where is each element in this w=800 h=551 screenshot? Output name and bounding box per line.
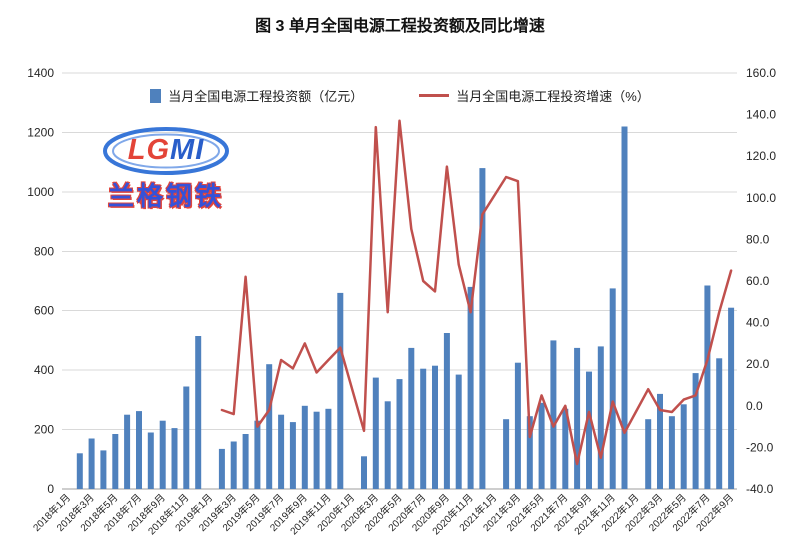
investment-bar [396,379,403,489]
investment-bar [550,340,557,489]
investment-bar [432,365,438,489]
y-axis-right-tick-label: 100.0 [746,191,776,205]
investment-bar [88,438,95,489]
y-axis-left-tick-label: 400 [34,363,54,377]
investment-bar [586,371,592,489]
investment-bar [171,428,178,489]
y-axis-left-tick-label: 1000 [27,185,54,199]
y-axis-right-tick-label: 20.0 [746,357,770,371]
y-axis-right-tick-label: 0.0 [746,399,763,413]
investment-bar [372,377,379,489]
investment-bar [100,450,107,489]
investment-bar [136,411,142,489]
y-axis-right-tick-label: 40.0 [746,316,770,330]
investment-bar [147,432,154,489]
investment-bar [337,292,344,489]
investment-bar [254,420,261,489]
investment-bar [325,408,332,489]
chart-title: 图 3 单月全国电源工程投资额及同比增速 [255,18,545,35]
investment-bar [467,286,474,489]
legend-investment-label: 当月全国电源工程投资额（亿元） [168,89,364,104]
legend-item-growth: 当月全国电源工程投资增速（%） [419,86,650,105]
investment-bar [183,386,190,489]
y-axis-right-tick-label: 80.0 [746,232,770,246]
investment-bar [443,333,450,489]
investment-bar [704,285,711,489]
investment-bar [301,405,308,489]
investment-bar [728,307,735,489]
investment-bar [124,414,131,489]
growth-line [220,119,733,466]
investment-bar [278,414,285,489]
y-axis-left-tick-label: 600 [34,304,54,318]
y-axis-right-tick-label: 160.0 [746,66,776,80]
investment-bar [668,416,675,489]
investment-bar [680,404,687,489]
investment-bar [313,411,320,489]
investment-bar [657,393,663,489]
investment-bar [597,346,604,489]
y-axis-right-tick-label: 120.0 [746,149,776,163]
y-axis-left-tick-label: 0 [47,482,54,496]
investment-bar [562,408,569,489]
legend-growth-label: 当月全国电源工程投资增速（%） [456,89,650,104]
investment-bar [420,368,427,489]
investment-bar [289,422,296,489]
investment-bar [538,402,545,489]
investment-bar [112,434,119,489]
y-axis-left-tick-label: 1400 [27,66,54,80]
investment-bar [479,168,486,489]
investment-bar [503,419,510,489]
investment-bar [361,456,367,489]
investment-bar [242,434,249,489]
investment-bar [408,347,415,489]
investment-bar [621,126,628,489]
y-axis-right-tick-label: -20.0 [746,440,774,454]
investment-bar [455,374,462,489]
investment-bar [645,419,652,489]
legend-item-investment: 当月全国电源工程投资额（亿元） [150,86,363,105]
investment-bar [716,358,723,489]
legend-line-swatch [419,94,450,97]
investment-bar [574,347,581,489]
investment-bar [266,364,273,489]
investment-bar [230,441,237,489]
chart-legend: 当月全国电源工程投资额（亿元） 当月全国电源工程投资增速（%） [0,86,800,105]
legend-bar-swatch [150,88,162,103]
y-axis-left-tick-label: 200 [34,423,54,437]
y-axis-right-tick-label: 60.0 [746,274,770,288]
investment-bar [692,373,699,489]
y-axis-right-tick-label: -40.0 [746,482,774,496]
investment-bar [609,288,616,489]
investment-bar [514,362,521,489]
investment-bar [384,401,391,489]
investment-bar [526,416,533,489]
y-axis-left-tick-label: 800 [34,244,54,258]
investment-bar [195,336,202,489]
y-axis-right-tick-label: 140.0 [746,108,776,122]
investment-bar [159,420,166,489]
investment-bar [218,448,225,489]
investment-bar [76,453,83,489]
y-axis-left-tick-label: 1200 [27,125,54,139]
